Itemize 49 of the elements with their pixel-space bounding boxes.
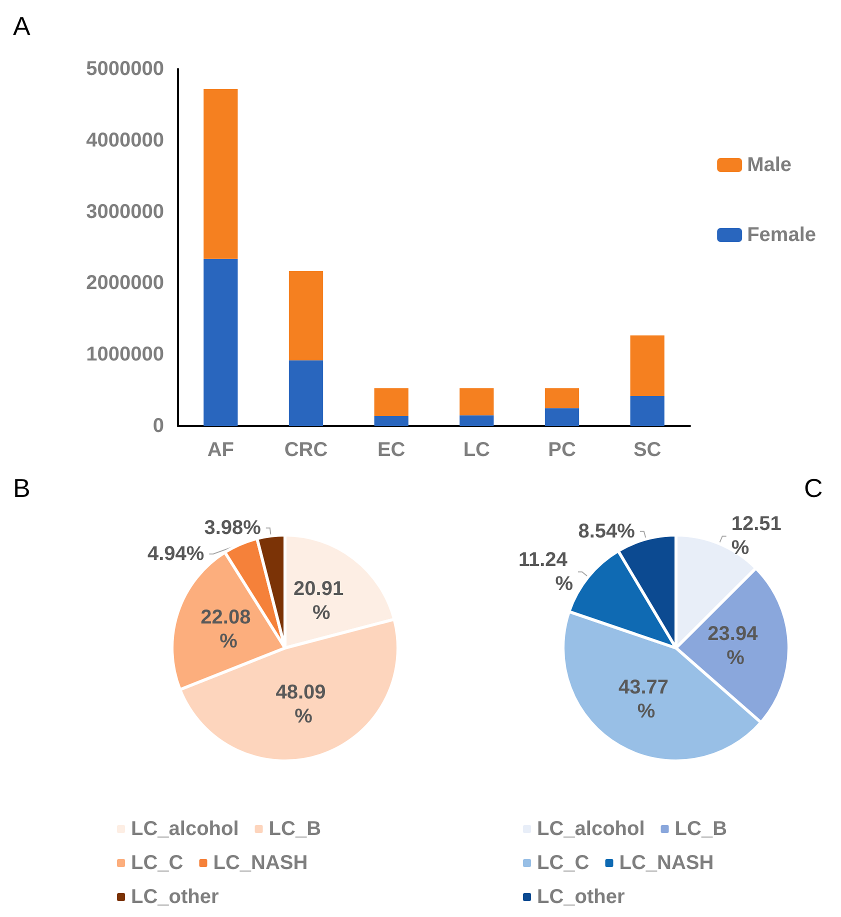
data-label: 11.24 % (518, 548, 574, 595)
legend-label: LC_alcohol (537, 818, 645, 840)
bar (204, 258, 238, 426)
bar (544, 388, 580, 408)
chart-title: C (804, 473, 823, 503)
bar (460, 388, 494, 416)
chart-title: B (13, 473, 30, 503)
bar (630, 396, 664, 426)
legend-label: LC_B (268, 818, 322, 840)
data-label: 4.94% (147, 542, 204, 565)
data-label: 3.98% (204, 516, 262, 539)
legend-label: Female (747, 224, 816, 246)
bar (288, 360, 324, 426)
y-tick-label: 0 (152, 415, 164, 437)
x-tick-label: LC (463, 439, 490, 461)
y-tick-label: 3000000 (86, 200, 164, 223)
bar (544, 408, 580, 426)
data-label: 23.94 % (708, 623, 764, 670)
data-label: 8.54% (578, 520, 636, 542)
legend-label: LC_other (131, 886, 219, 908)
x-tick-label: CRC (284, 439, 328, 461)
data-label: 20.91 % (294, 578, 350, 624)
x-tick-label: AF (207, 439, 234, 461)
data-label: 22.08 % (200, 606, 256, 652)
x-tick-label: SC (633, 439, 662, 461)
legend-label: LC_C (537, 852, 590, 874)
legend-label: LC_NASH (213, 852, 308, 874)
legend-label: LC_C (131, 852, 184, 874)
data-label: 43.77 % (618, 676, 674, 723)
legend-label: LC_NASH (619, 852, 714, 874)
bar (204, 88, 238, 259)
bar (288, 271, 324, 360)
data-label: 48.09 % (276, 682, 332, 728)
bar (630, 335, 664, 396)
y-tick-label: 4000000 (86, 129, 164, 152)
bar (374, 388, 408, 416)
bar (460, 415, 494, 426)
y-tick-label: 2000000 (86, 272, 164, 294)
legend-label: LC_B (674, 818, 728, 840)
x-tick-label: EC (377, 439, 406, 461)
legend-label: Male (747, 154, 792, 176)
legend-label: LC_alcohol (131, 818, 239, 840)
legend-label: LC_other (537, 886, 625, 908)
x-tick-label: PC (548, 439, 576, 461)
chart-title: A (13, 11, 31, 41)
bar (374, 416, 408, 426)
y-tick-label: 1000000 (86, 344, 164, 366)
y-tick-label: 5000000 (86, 58, 164, 80)
data-label: 12.51 % (731, 513, 787, 560)
